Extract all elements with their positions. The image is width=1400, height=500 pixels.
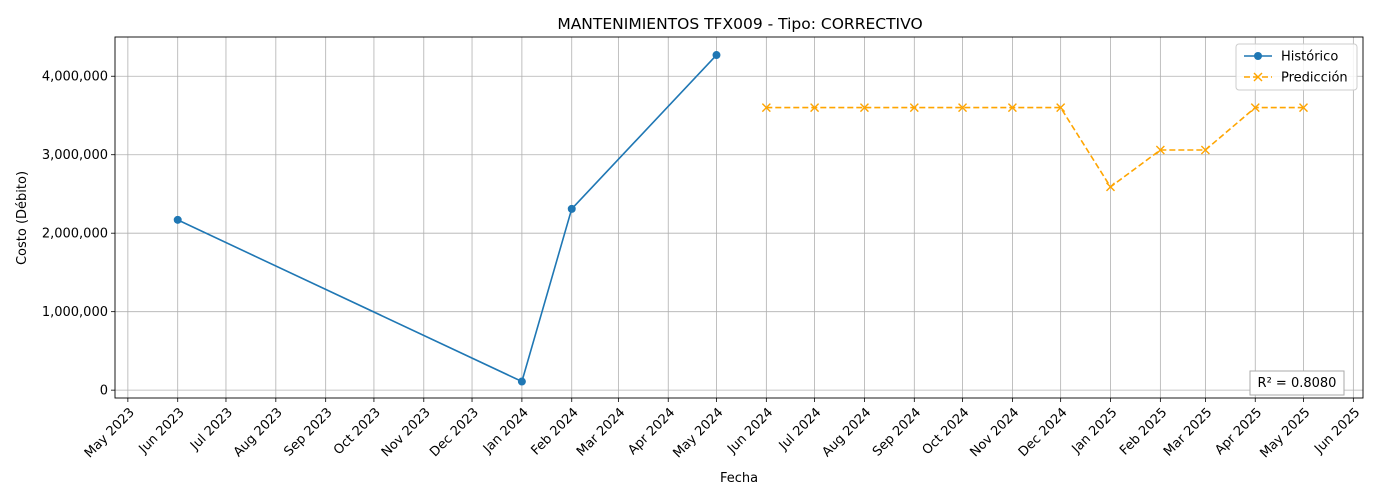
x-tick-label: Jan 2025	[1069, 405, 1121, 457]
r2-text: R² = 0.8080	[1258, 376, 1337, 391]
marker-stroke	[1155, 145, 1165, 155]
x-tick-label: May 2023	[82, 405, 138, 461]
x-tick-label: Nov 2023	[379, 405, 434, 460]
legend-marker	[1253, 72, 1263, 82]
r2-annotation: R² = 0.8080	[1249, 370, 1345, 396]
x-tick-label: Oct 2024	[920, 405, 973, 458]
x-tick-label: Jun 2025	[1311, 405, 1363, 457]
plot-frame	[114, 36, 1364, 399]
x-tick-label: Mar 2025	[1161, 405, 1215, 459]
marker-stroke	[1250, 103, 1260, 113]
x-tick-label: Aug 2024	[819, 405, 874, 460]
data-point-prediccion	[761, 103, 771, 113]
chart-title: MANTENIMIENTOS TFX009 - Tipo: CORRECTIVO	[557, 15, 922, 33]
series-line-1	[766, 106, 1304, 189]
data-point-historico	[173, 215, 182, 224]
x-tick-label: May 2024	[670, 405, 726, 461]
r2-box	[1249, 370, 1345, 396]
marker-stroke	[1056, 103, 1066, 113]
data-point-prediccion	[1007, 103, 1017, 113]
data-layer	[173, 51, 1308, 386]
x-tick-label: Oct 2023	[331, 405, 384, 458]
data-point-prediccion	[1056, 103, 1066, 113]
data-point-historico	[567, 204, 576, 213]
y-tick-label: 0	[100, 384, 108, 399]
y-axis-label: Costo (Débito)	[15, 171, 30, 265]
series-line-0	[177, 54, 718, 383]
x-tick-label: Nov 2024	[967, 405, 1022, 460]
data-point-prediccion	[1106, 182, 1116, 192]
data-point-historico	[712, 51, 721, 60]
marker-stroke	[1200, 145, 1210, 155]
x-axis-label: Fecha	[720, 471, 758, 486]
legend: Histórico Predicción	[1235, 43, 1358, 91]
x-tick-label: Feb 2024	[528, 405, 581, 458]
x-tick-label: Jul 2023	[187, 405, 236, 454]
x-tick-label: Mar 2024	[574, 405, 628, 459]
data-point-prediccion	[909, 103, 919, 113]
data-point-prediccion	[1298, 103, 1308, 113]
data-point-prediccion	[958, 103, 968, 113]
x-tick-label: Jan 2024	[480, 405, 532, 457]
legend-label: Predicción	[1281, 71, 1348, 86]
x-tick-label: Sep 2023	[281, 405, 335, 459]
data-point-prediccion	[1200, 145, 1210, 155]
data-point-prediccion	[1155, 145, 1165, 155]
x-tick-label: Jun 2023	[136, 405, 188, 457]
y-tick-label: 1,000,000	[42, 305, 108, 320]
data-point-prediccion	[810, 103, 820, 113]
marker-stroke	[958, 103, 968, 113]
legend-label: Histórico	[1281, 50, 1338, 65]
x-tick-label: Aug 2023	[231, 405, 286, 460]
x-tick-label: Dec 2023	[427, 405, 482, 460]
legend-marker	[1254, 52, 1262, 60]
x-tick-label: May 2025	[1257, 405, 1313, 461]
x-tick-label: Jul 2024	[776, 405, 825, 454]
grid-layer	[115, 37, 1363, 398]
data-point-historico	[517, 377, 526, 386]
x-tick-label: Sep 2024	[870, 405, 924, 459]
data-point-prediccion	[1250, 103, 1260, 113]
y-tick-layer: 0 1,000,000 2,000,000 3,000,000 4,000,000	[42, 70, 115, 399]
y-tick-label: 3,000,000	[42, 148, 108, 163]
marker-stroke	[859, 103, 869, 113]
marker-stroke	[761, 103, 771, 113]
x-tick-label: Jun 2024	[724, 405, 776, 457]
y-tick-label: 2,000,000	[42, 227, 108, 242]
marker-stroke	[810, 103, 820, 113]
marker-stroke	[1298, 103, 1308, 113]
marker-stroke	[1007, 103, 1017, 113]
y-tick-label: 4,000,000	[42, 70, 108, 85]
marker-stroke	[1106, 182, 1116, 192]
x-tick-label: Dec 2024	[1016, 405, 1071, 460]
data-point-prediccion	[859, 103, 869, 113]
marker-stroke	[909, 103, 919, 113]
